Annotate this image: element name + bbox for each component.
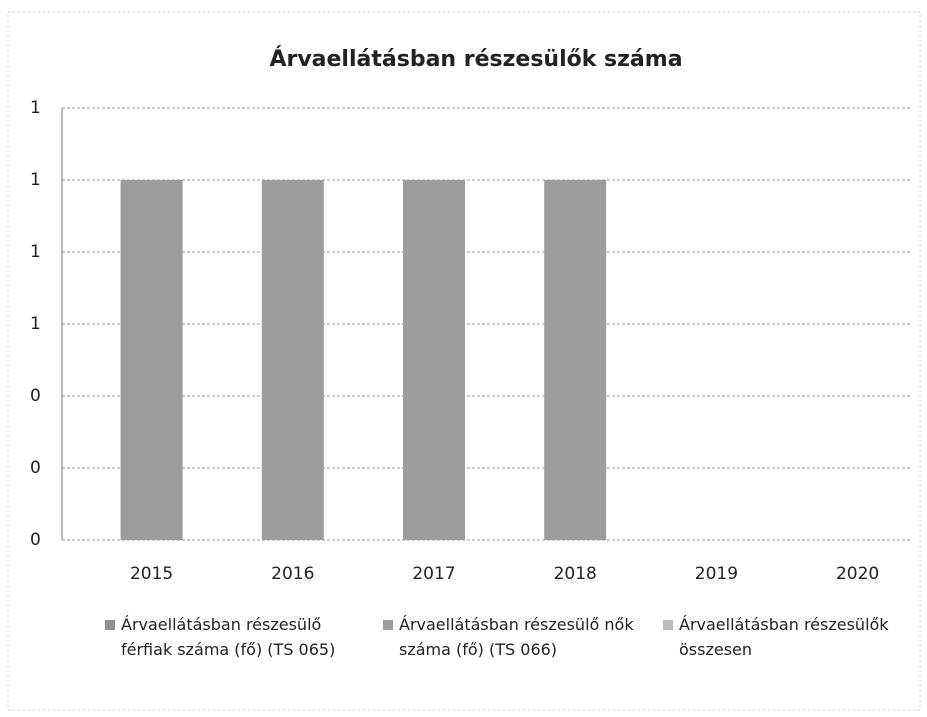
chart-title: Árvaellátásban részesülők száma (269, 46, 682, 72)
bar (261, 180, 324, 540)
y-tick-label: 1 (30, 242, 41, 262)
y-tick-label: 1 (30, 314, 41, 334)
legend-swatch (663, 620, 673, 630)
x-tick-label: 2017 (412, 564, 455, 584)
legend-swatch (105, 620, 115, 630)
chart-border (7, 11, 921, 711)
legend-label: Árvaellátásban részesülők összesen (679, 615, 889, 659)
x-tick-label: 2018 (554, 564, 597, 584)
legend-item: Árvaellátásban részesülők összesen (663, 612, 893, 662)
legend-swatch (383, 620, 393, 630)
bar (544, 180, 607, 540)
x-tick-label: 2019 (695, 564, 738, 584)
y-tick-label: 0 (30, 530, 41, 550)
legend-label: Árvaellátásban részesülő nők száma (fő) … (399, 615, 634, 659)
x-tick-label: 2020 (836, 564, 879, 584)
y-tick-label: 0 (30, 458, 41, 478)
legend-label: Árvaellátásban részesülő férfiak száma (… (121, 615, 336, 659)
bar (403, 180, 465, 540)
legend-item: Árvaellátásban részesülő nők száma (fő) … (383, 612, 638, 662)
y-tick-label: 1 (30, 98, 41, 118)
bar (120, 180, 183, 540)
y-tick-label: 0 (30, 386, 41, 406)
x-tick-label: 2015 (130, 564, 173, 584)
x-tick-label: 2016 (271, 564, 314, 584)
legend-item: Árvaellátásban részesülő férfiak száma (… (105, 612, 355, 662)
y-tick-label: 1 (30, 170, 41, 190)
